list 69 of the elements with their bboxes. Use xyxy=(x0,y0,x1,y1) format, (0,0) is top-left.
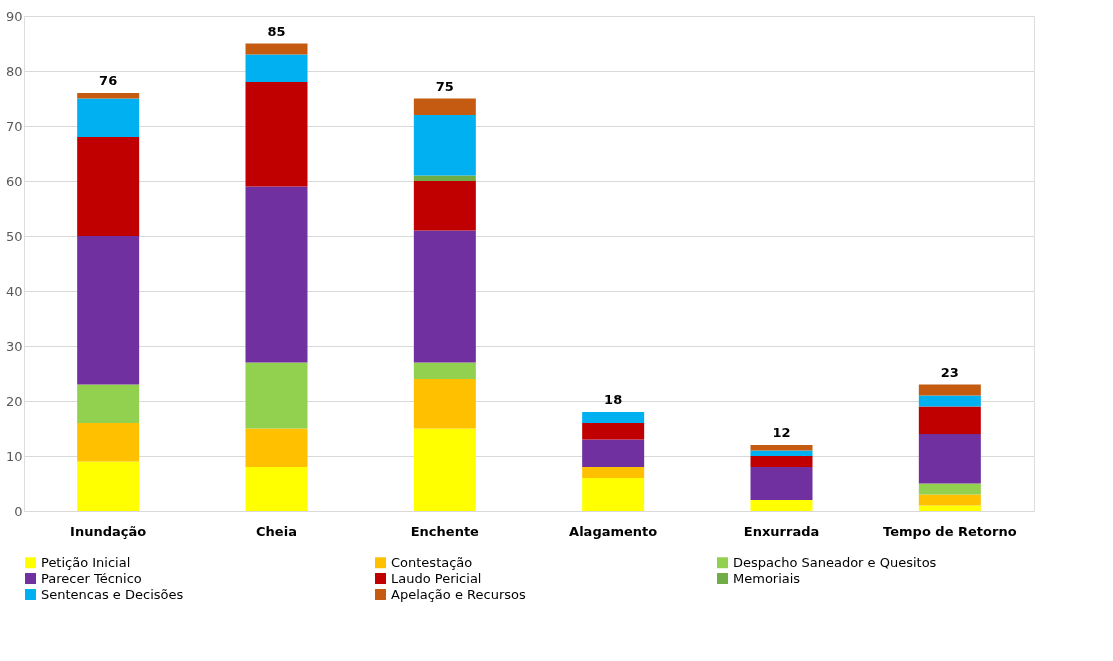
bar xyxy=(245,43,308,55)
bar xyxy=(582,439,645,467)
bar xyxy=(77,98,140,137)
x-tick-label: Inundação xyxy=(70,523,147,539)
legend-label: Sentencas e Decisões xyxy=(41,586,184,602)
total-label: 18 xyxy=(604,392,623,407)
legend-label: Despacho Saneador e Quesitos xyxy=(733,554,937,570)
bar xyxy=(413,230,476,363)
bar xyxy=(245,428,308,467)
y-tick-label: 90 xyxy=(5,8,23,24)
bar xyxy=(245,54,308,82)
bar xyxy=(77,461,140,511)
y-tick-label: 30 xyxy=(5,338,23,354)
bar xyxy=(77,423,140,462)
bar xyxy=(918,505,981,511)
bar xyxy=(413,362,476,379)
bar xyxy=(918,434,981,484)
y-tick-label: 50 xyxy=(5,228,23,244)
bar xyxy=(77,236,140,385)
bar xyxy=(918,406,981,434)
bar xyxy=(413,181,476,231)
legend-label: Parecer Técnico xyxy=(41,570,142,586)
bar xyxy=(582,423,645,440)
x-tick-label: Enxurrada xyxy=(743,523,820,539)
legend-label: Contestação xyxy=(391,554,473,570)
legend-label: Laudo Pericial xyxy=(391,570,482,586)
bar xyxy=(750,445,813,451)
total-label: 75 xyxy=(435,78,454,94)
bar xyxy=(77,384,140,423)
y-tick-label: 60 xyxy=(5,173,23,189)
bar xyxy=(582,478,645,511)
x-tick-label: Enchente xyxy=(410,523,480,539)
bar xyxy=(245,186,308,363)
total-label: 12 xyxy=(772,425,791,440)
bar xyxy=(750,450,813,456)
bar xyxy=(750,500,813,511)
bar xyxy=(245,467,308,511)
bar xyxy=(413,175,476,181)
y-tick-label: 20 xyxy=(5,393,23,409)
bar xyxy=(918,494,981,506)
bar xyxy=(918,384,981,396)
y-tick-label: 0 xyxy=(14,503,23,519)
x-tick-label: Cheia xyxy=(256,523,297,539)
bar xyxy=(413,428,476,511)
bar xyxy=(582,412,645,423)
bar xyxy=(245,82,308,187)
y-tick-label: 10 xyxy=(5,448,23,464)
total-label: 76 xyxy=(99,73,118,88)
legend-label: Memoriais xyxy=(733,570,801,586)
x-tick-label: Tempo de Retorno xyxy=(883,523,1017,539)
bar xyxy=(918,483,981,495)
y-tick-label: 40 xyxy=(5,283,23,299)
y-tick-label: 80 xyxy=(5,63,23,79)
bar xyxy=(750,467,813,500)
bar xyxy=(77,137,140,236)
x-tick-label: Alagamento xyxy=(569,523,658,539)
bar xyxy=(77,93,140,99)
y-tick-label: 70 xyxy=(5,118,23,134)
bar xyxy=(413,98,476,115)
legend-label: Apelação e Recursos xyxy=(391,586,526,602)
total-label: 85 xyxy=(267,23,286,39)
bar xyxy=(413,115,476,176)
bar xyxy=(413,379,476,429)
legend-label: Petição Inicial xyxy=(41,554,131,570)
bar xyxy=(582,467,645,478)
total-label: 23 xyxy=(940,364,959,380)
bar xyxy=(918,395,981,407)
bar xyxy=(750,456,813,467)
bar xyxy=(245,362,308,429)
